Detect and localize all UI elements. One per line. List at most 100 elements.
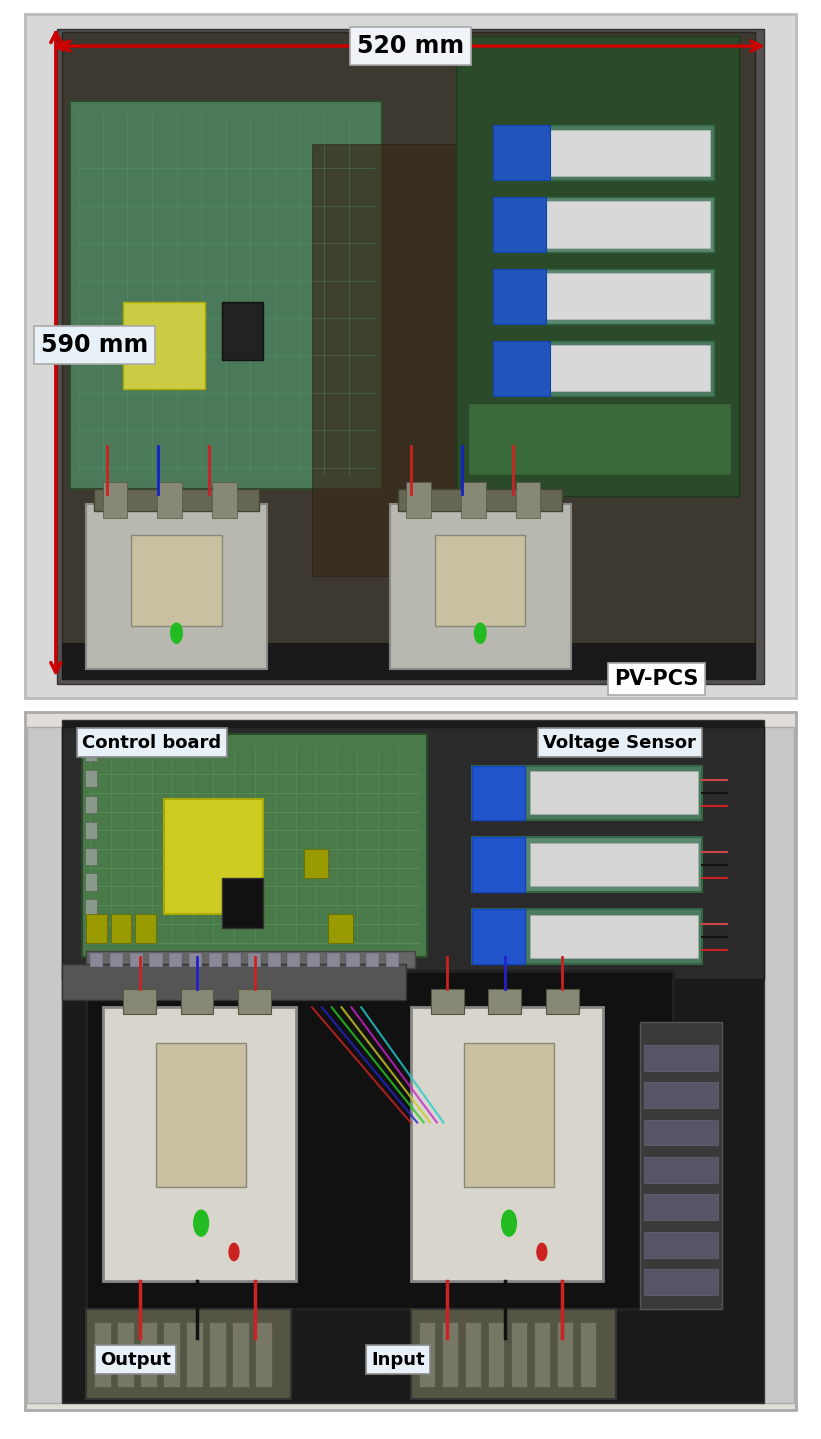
FancyBboxPatch shape bbox=[488, 989, 521, 1014]
FancyBboxPatch shape bbox=[164, 799, 263, 914]
Text: 520 mm: 520 mm bbox=[357, 35, 464, 58]
FancyBboxPatch shape bbox=[86, 951, 415, 968]
FancyBboxPatch shape bbox=[644, 1045, 718, 1071]
FancyBboxPatch shape bbox=[94, 489, 259, 511]
FancyBboxPatch shape bbox=[85, 873, 97, 891]
Text: PV-PCS: PV-PCS bbox=[615, 669, 699, 689]
FancyBboxPatch shape bbox=[493, 341, 550, 396]
FancyBboxPatch shape bbox=[493, 341, 714, 396]
FancyBboxPatch shape bbox=[209, 953, 222, 967]
FancyBboxPatch shape bbox=[228, 953, 241, 967]
Text: Control board: Control board bbox=[82, 734, 222, 751]
FancyBboxPatch shape bbox=[70, 101, 382, 489]
FancyBboxPatch shape bbox=[85, 899, 97, 917]
FancyBboxPatch shape bbox=[550, 345, 710, 391]
FancyBboxPatch shape bbox=[130, 953, 143, 967]
FancyBboxPatch shape bbox=[644, 1269, 718, 1295]
FancyBboxPatch shape bbox=[461, 482, 486, 518]
FancyBboxPatch shape bbox=[86, 1309, 291, 1399]
FancyBboxPatch shape bbox=[62, 720, 764, 1403]
FancyBboxPatch shape bbox=[140, 1322, 157, 1387]
Text: 590 mm: 590 mm bbox=[41, 334, 148, 357]
FancyBboxPatch shape bbox=[90, 953, 103, 967]
FancyBboxPatch shape bbox=[530, 915, 698, 958]
FancyBboxPatch shape bbox=[86, 971, 673, 1309]
FancyBboxPatch shape bbox=[131, 535, 222, 626]
FancyBboxPatch shape bbox=[493, 125, 714, 180]
FancyBboxPatch shape bbox=[546, 273, 710, 319]
FancyBboxPatch shape bbox=[398, 489, 562, 511]
FancyBboxPatch shape bbox=[135, 914, 156, 943]
FancyBboxPatch shape bbox=[493, 125, 550, 180]
FancyBboxPatch shape bbox=[181, 989, 213, 1014]
FancyBboxPatch shape bbox=[759, 727, 794, 1403]
Text: Input: Input bbox=[371, 1351, 425, 1368]
FancyBboxPatch shape bbox=[149, 953, 163, 967]
FancyBboxPatch shape bbox=[530, 771, 698, 814]
FancyBboxPatch shape bbox=[85, 770, 97, 787]
Circle shape bbox=[537, 1243, 547, 1261]
FancyBboxPatch shape bbox=[516, 482, 540, 518]
FancyBboxPatch shape bbox=[644, 1082, 718, 1108]
Circle shape bbox=[475, 623, 486, 643]
FancyBboxPatch shape bbox=[346, 953, 360, 967]
FancyBboxPatch shape bbox=[644, 1120, 718, 1145]
FancyBboxPatch shape bbox=[419, 1322, 435, 1387]
FancyBboxPatch shape bbox=[25, 712, 796, 1410]
FancyBboxPatch shape bbox=[158, 482, 182, 518]
FancyBboxPatch shape bbox=[27, 727, 62, 1403]
FancyBboxPatch shape bbox=[431, 989, 464, 1014]
FancyBboxPatch shape bbox=[103, 1007, 296, 1281]
FancyBboxPatch shape bbox=[62, 32, 755, 679]
FancyBboxPatch shape bbox=[287, 953, 300, 967]
FancyBboxPatch shape bbox=[327, 953, 340, 967]
FancyBboxPatch shape bbox=[86, 914, 107, 943]
FancyBboxPatch shape bbox=[232, 1322, 249, 1387]
FancyBboxPatch shape bbox=[456, 36, 739, 496]
FancyBboxPatch shape bbox=[103, 482, 127, 518]
FancyBboxPatch shape bbox=[312, 144, 460, 576]
FancyBboxPatch shape bbox=[644, 1157, 718, 1183]
FancyBboxPatch shape bbox=[57, 29, 764, 684]
FancyBboxPatch shape bbox=[62, 964, 406, 1000]
FancyBboxPatch shape bbox=[488, 1322, 504, 1387]
FancyBboxPatch shape bbox=[557, 1322, 573, 1387]
FancyBboxPatch shape bbox=[307, 953, 320, 967]
FancyBboxPatch shape bbox=[644, 1194, 718, 1220]
FancyBboxPatch shape bbox=[493, 269, 546, 324]
FancyBboxPatch shape bbox=[186, 1322, 203, 1387]
FancyBboxPatch shape bbox=[493, 197, 546, 252]
FancyBboxPatch shape bbox=[530, 843, 698, 886]
FancyBboxPatch shape bbox=[212, 482, 236, 518]
Text: Output: Output bbox=[100, 1351, 171, 1368]
FancyBboxPatch shape bbox=[366, 953, 379, 967]
FancyBboxPatch shape bbox=[546, 201, 710, 248]
FancyBboxPatch shape bbox=[82, 734, 427, 957]
FancyBboxPatch shape bbox=[110, 953, 123, 967]
FancyBboxPatch shape bbox=[390, 504, 571, 669]
FancyBboxPatch shape bbox=[85, 848, 97, 865]
FancyBboxPatch shape bbox=[304, 849, 328, 878]
Text: Voltage Sensor: Voltage Sensor bbox=[544, 734, 696, 751]
FancyBboxPatch shape bbox=[111, 914, 131, 943]
FancyBboxPatch shape bbox=[222, 302, 263, 360]
FancyBboxPatch shape bbox=[472, 837, 525, 892]
FancyBboxPatch shape bbox=[465, 1322, 481, 1387]
FancyBboxPatch shape bbox=[248, 953, 261, 967]
FancyBboxPatch shape bbox=[580, 1322, 596, 1387]
FancyBboxPatch shape bbox=[156, 1043, 246, 1187]
FancyBboxPatch shape bbox=[442, 1322, 458, 1387]
FancyBboxPatch shape bbox=[472, 766, 525, 820]
FancyBboxPatch shape bbox=[209, 1322, 226, 1387]
FancyBboxPatch shape bbox=[169, 953, 182, 967]
FancyBboxPatch shape bbox=[238, 989, 271, 1014]
FancyBboxPatch shape bbox=[85, 796, 97, 813]
Circle shape bbox=[502, 1210, 516, 1236]
Circle shape bbox=[171, 623, 182, 643]
FancyBboxPatch shape bbox=[472, 766, 702, 820]
FancyBboxPatch shape bbox=[410, 1007, 603, 1281]
FancyBboxPatch shape bbox=[117, 1322, 134, 1387]
FancyBboxPatch shape bbox=[550, 130, 710, 176]
FancyBboxPatch shape bbox=[328, 914, 353, 943]
FancyBboxPatch shape bbox=[468, 403, 731, 475]
